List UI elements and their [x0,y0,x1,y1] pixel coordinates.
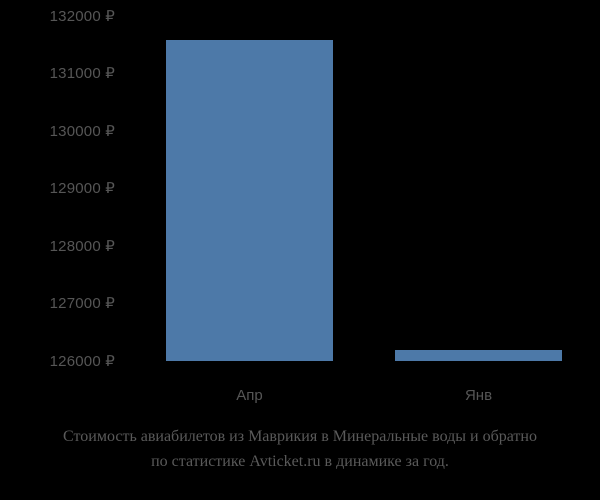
x-axis-tick-label-yanv: Янв [464,387,493,404]
y-axis-tick-label: 132000 ₽ [49,8,115,25]
y-axis-tick-label: 127000 ₽ [49,295,115,312]
y-axis-tick-label: 126000 ₽ [49,353,115,370]
bar-yanv[interactable] [395,349,562,361]
caption-line-1: Стоимость авиабилетов из Маврикия в Мине… [63,428,537,445]
y-axis-tick-label: 129000 ₽ [49,180,115,197]
chart-caption: Стоимость авиабилетов из Маврикия в Мине… [0,424,600,474]
caption-line-2: по статистике Avticket.ru в динамике за … [151,453,449,470]
x-axis-tick-label-apr: Апр [236,387,263,404]
plot-area: 132000 ₽ 131000 ₽ 130000 ₽ 129000 ₽ 1280… [49,8,562,404]
y-axis-tick-label: 128000 ₽ [49,238,115,255]
bar-apr[interactable] [166,40,333,361]
y-axis-tick-label: 131000 ₽ [49,65,115,82]
y-axis-tick-label: 130000 ₽ [49,123,115,140]
